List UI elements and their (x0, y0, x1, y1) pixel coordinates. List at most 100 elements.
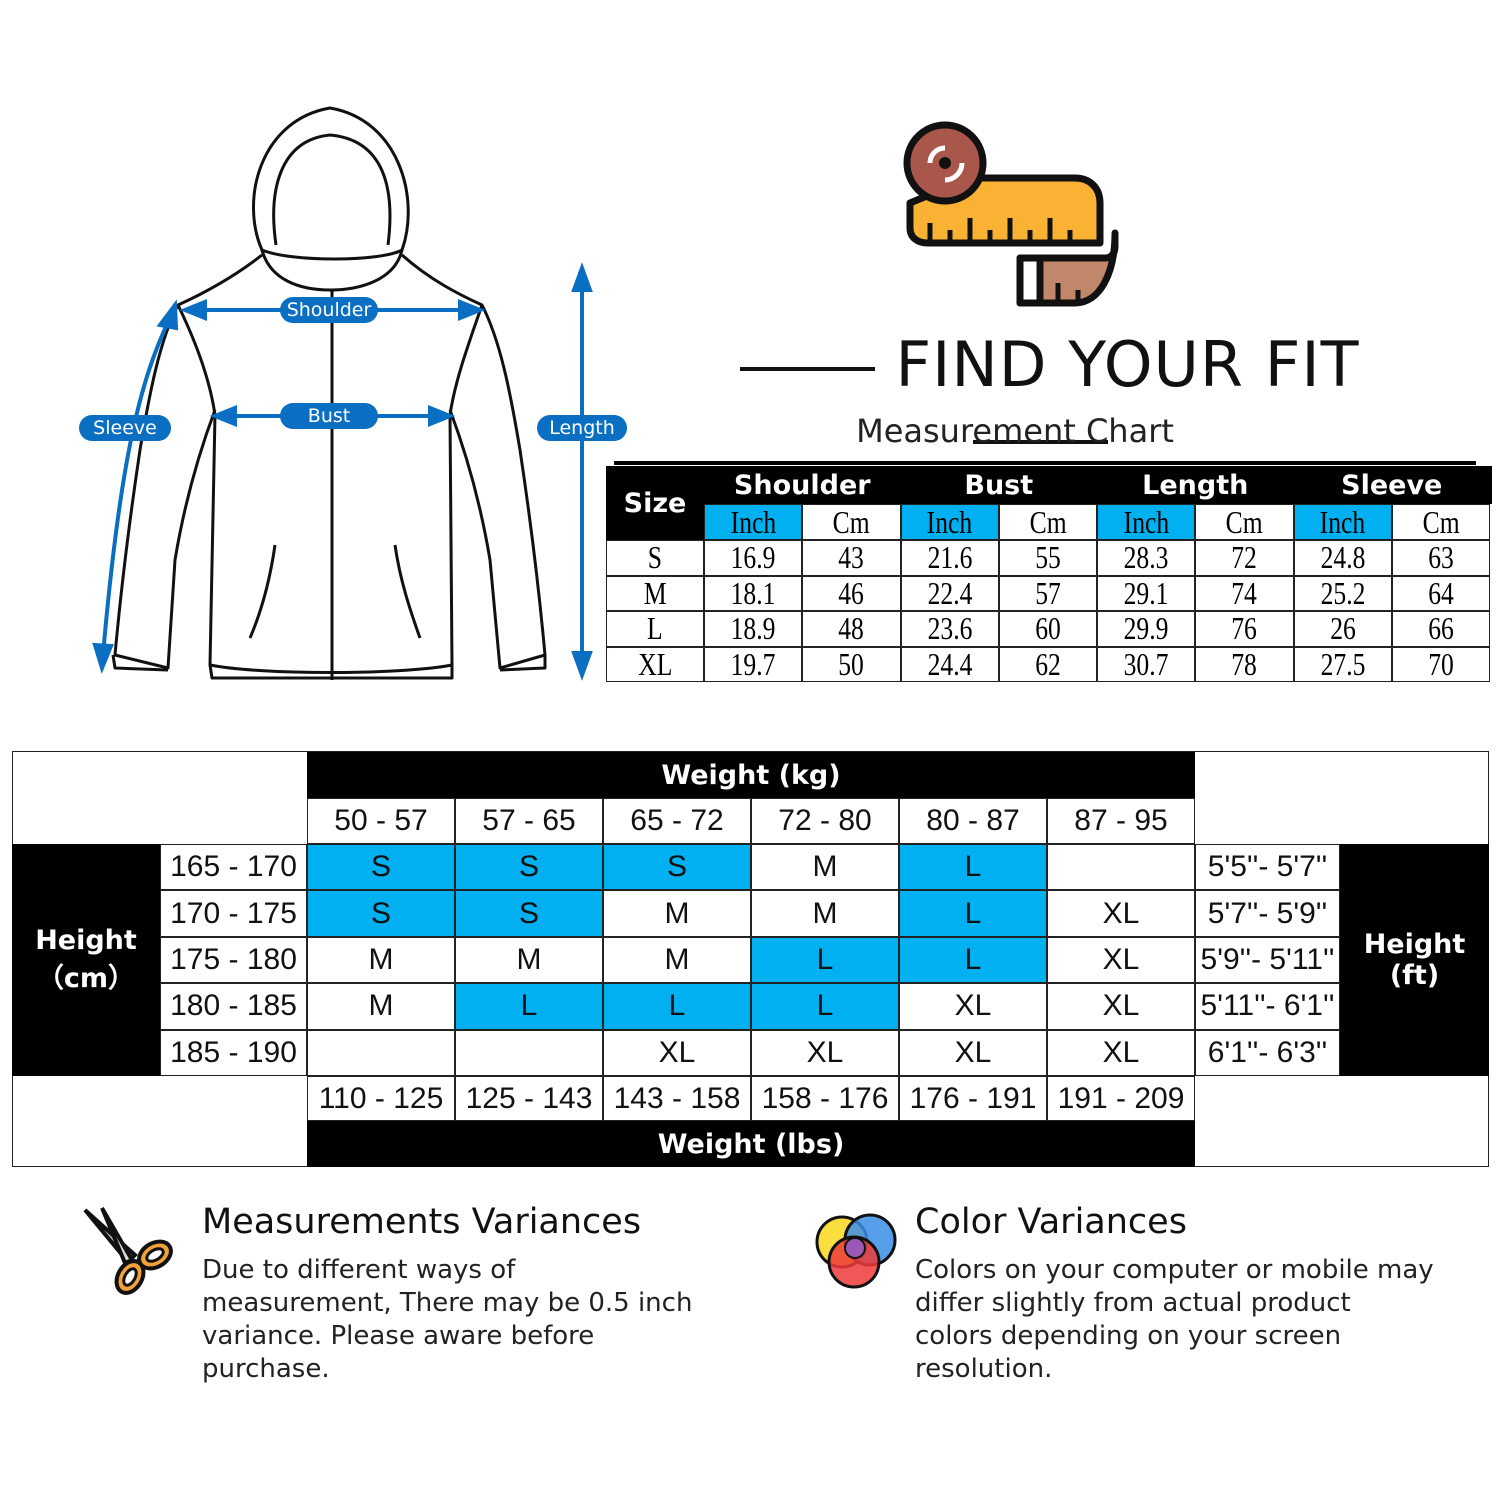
tape-measure-icon (903, 121, 1119, 307)
height-ft-cell: 5'5''- 5'7'' (1195, 844, 1340, 891)
size-cell: M (751, 890, 899, 937)
value-cell-text: 55 (1035, 539, 1061, 576)
size-cell (455, 1029, 603, 1076)
value-cell-text: 29.9 (1123, 610, 1169, 647)
lbs-range: 176 - 191 (899, 1076, 1047, 1121)
size-cell-text: XL (1102, 896, 1140, 930)
lbs-range: 143 - 158 (603, 1076, 751, 1121)
size-cell-text: L (964, 850, 982, 884)
note-text-measurements: Due to different ways of measurement, Th… (202, 1255, 693, 1384)
size-cell-text: M (664, 942, 690, 976)
size-cell-text: M (368, 989, 394, 1023)
size-cell: L (455, 983, 603, 1030)
title-text: FIND YOUR FIT (895, 328, 1360, 401)
value-cell: 43 (802, 539, 901, 576)
value-cell-text: 76 (1231, 610, 1258, 647)
group-header-sleeve: Sleeve (1293, 466, 1490, 504)
value-cell-text: 66 (1428, 610, 1454, 647)
unit-label: Inch (730, 503, 776, 540)
lbs-range: 158 - 176 (751, 1076, 899, 1121)
height-cm-cell-text: 175 - 180 (170, 942, 297, 976)
lbs-range-text: 143 - 158 (613, 1081, 741, 1115)
size-cell: XL (899, 1029, 1047, 1076)
value-cell: 62 (998, 646, 1097, 682)
measurement-arrows (92, 262, 593, 681)
size-cell: S (307, 844, 455, 891)
size-cell-text: XL (658, 1035, 696, 1069)
value-cell: 55 (998, 539, 1097, 576)
size-cell: M (307, 983, 455, 1030)
value-cell-text: 74 (1231, 574, 1258, 611)
value-cell-text: 57 (1035, 574, 1061, 611)
scissors-icon (83, 1207, 173, 1295)
value-cell-text: 16.9 (730, 539, 776, 576)
size-cell-text: M (643, 574, 667, 611)
value-cell: 27.5 (1293, 646, 1392, 682)
size-cell-text: L (816, 942, 834, 976)
group-header-length-text: Length (1142, 469, 1249, 501)
kg-range: 80 - 87 (899, 798, 1047, 844)
lbs-range-text: 158 - 176 (761, 1081, 889, 1115)
size-cell: L (899, 936, 1047, 984)
size-cell: XL (1047, 890, 1195, 937)
height-cm-cell: 170 - 175 (160, 890, 307, 937)
height-ft-cell: 5'11''- 6'1'' (1195, 983, 1340, 1030)
color-circles-icon (815, 1213, 897, 1289)
lbs-range-text: 176 - 191 (909, 1081, 1037, 1115)
unit-header: Inch (704, 503, 803, 540)
value-cell: 70 (1391, 646, 1490, 682)
size-cell: M (307, 936, 455, 984)
unit-label: Cm (1225, 503, 1263, 540)
size-cell-text: L (668, 989, 686, 1023)
kg-range: 72 - 80 (751, 798, 899, 844)
bust-label: Bust (280, 403, 378, 429)
size-cell (1047, 844, 1195, 891)
lbs-range-text: 125 - 143 (465, 1081, 593, 1115)
size-cell: XL (751, 1029, 899, 1076)
value-cell: 46 (802, 575, 901, 611)
value-cell-text: 28.3 (1123, 539, 1169, 576)
unit-header: Cm (802, 504, 901, 540)
kg-range: 65 - 72 (603, 798, 751, 844)
size-cell: S (455, 844, 603, 891)
size-cell-text: XL (954, 989, 992, 1023)
value-cell-text: 29.1 (1123, 574, 1169, 611)
kg-range: 57 - 65 (455, 798, 603, 844)
size-cell-text: M (516, 942, 542, 976)
kg-range-text: 57 - 65 (482, 804, 576, 837)
value-cell-text: 19.7 (730, 645, 776, 682)
size-cell-text: XL (806, 1035, 844, 1069)
kg-range-text: 87 - 95 (1074, 804, 1168, 837)
size-cell: S (455, 890, 603, 937)
lbs-range: 125 - 143 (455, 1076, 603, 1121)
value-cell-text: 30.7 (1123, 645, 1169, 682)
height-cm-cell-text: 170 - 175 (170, 896, 297, 930)
size-header: Size (606, 466, 704, 540)
value-cell: 24.4 (900, 646, 999, 682)
height-ft-label-text: (ft) (1389, 960, 1440, 991)
size-cell: L (751, 983, 899, 1030)
value-cell: 19.7 (704, 645, 803, 682)
size-cell: XL (1047, 936, 1195, 984)
value-cell-text: 63 (1428, 539, 1454, 576)
lbs-range-text: 110 - 125 (318, 1081, 444, 1115)
size-cell: M (455, 936, 603, 984)
title-rule-right (972, 439, 1108, 444)
size-cell-text: L (964, 896, 982, 930)
note-text-colors: Colors on your computer or mobile may di… (915, 1255, 1434, 1384)
size-cell-text: M (812, 850, 838, 884)
value-cell: 48 (802, 610, 901, 647)
size-cell-text: L (964, 942, 982, 976)
height-cm-label-text: Height (35, 925, 137, 956)
value-cell: 57 (998, 574, 1097, 611)
unit-label: Inch (1123, 503, 1169, 540)
value-cell-text: 60 (1035, 610, 1061, 647)
size-cell-text: XL (637, 645, 673, 682)
note-title-colors: Color Variances (915, 1202, 1187, 1242)
value-cell: 63 (1391, 539, 1490, 576)
size-cell (307, 1029, 455, 1076)
unit-header: Cm (998, 504, 1097, 540)
size-cell-text: L (816, 989, 834, 1023)
height-cm-label-text: （cm） (36, 963, 136, 994)
size-cell-text: XL (1102, 942, 1140, 976)
